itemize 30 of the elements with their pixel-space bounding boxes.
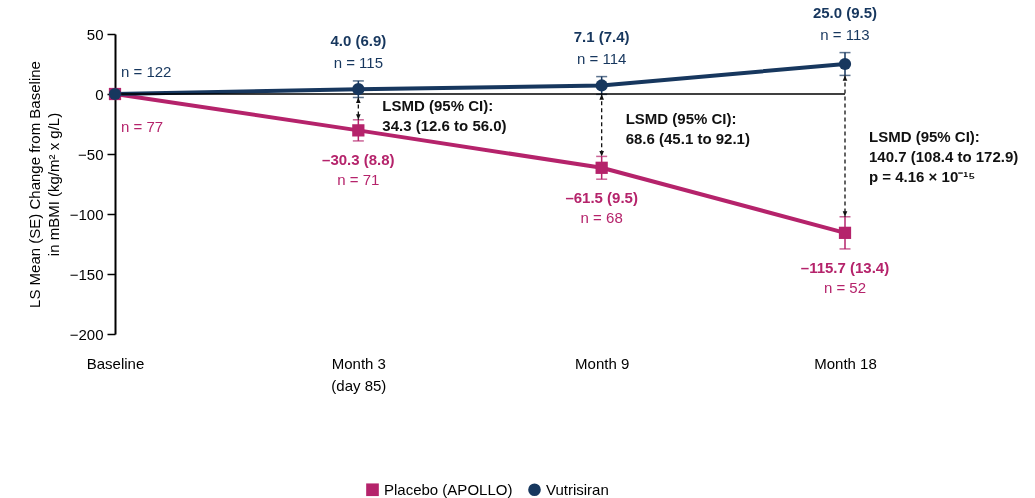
annotation: n = 77 — [121, 118, 164, 135]
legend-label: Placebo (APOLLO) — [384, 480, 513, 498]
text: LSMD (95% CI): 140.7 (108.4 to 172.9) p = 4.16 × 10⁻¹⁵ — [869, 128, 1019, 186]
data-label: –30.3 (8.8) — [322, 150, 395, 168]
data-label: 25.0 (9.5) — [812, 3, 878, 21]
data-label: 4.0 (6.9) — [330, 31, 387, 49]
y-axis-title: LS Mean (SE) Change from Baseline in mBMI (kg/m² x g/L) — [25, 61, 62, 308]
data-label: –115.7 (13.4) — [800, 258, 890, 276]
annotation: n = 68 — [580, 209, 623, 227]
y-tick-label: −200 — [69, 325, 104, 343]
y-tick-label: −150 — [69, 265, 104, 283]
y-tick-label: 50 — [86, 25, 104, 43]
annotation: n = 114 — [576, 49, 627, 67]
annotation: LSMD (95% CI): 34.3 (12.6 to 56.0) — [382, 97, 507, 135]
annotation: n = 122 — [121, 63, 172, 80]
x-tick-label: Baseline — [86, 354, 145, 372]
y-tick-label: 0 — [95, 85, 104, 103]
data-label: 7.1 (7.4) — [573, 27, 630, 45]
annotation: n = 115 — [333, 53, 384, 71]
annotation: LSMD (95% CI): 68.6 (45.1 to 92.1) — [625, 110, 750, 148]
x-tick-label: Month 18 — [814, 354, 877, 372]
x-tick-label: Month 3 (day 85) — [331, 354, 387, 394]
y-tick-label: −50 — [78, 145, 104, 163]
legend-label: Vutrisiran — [546, 480, 609, 498]
annotation: n = 113 — [820, 25, 870, 43]
y-tick-label: −100 — [69, 205, 104, 223]
data-label: –61.5 (9.5) — [565, 189, 638, 207]
annotation: n = 52 — [823, 278, 867, 296]
annotation: n = 71 — [337, 170, 380, 188]
x-tick-label: Month 9 — [575, 354, 630, 372]
